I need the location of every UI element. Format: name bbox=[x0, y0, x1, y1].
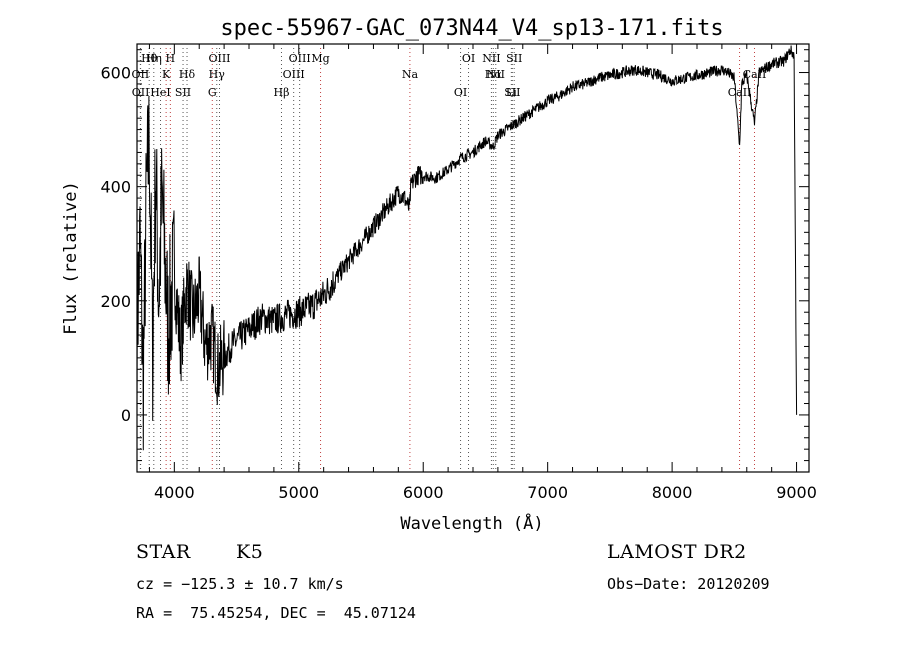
line-marker-label: HeI bbox=[150, 86, 170, 99]
line-marker-label: Hθ bbox=[141, 52, 158, 65]
line-marker-label: OI bbox=[462, 52, 475, 65]
plot-frame bbox=[136, 43, 810, 473]
line-marker-label: H bbox=[166, 52, 176, 65]
line-marker-label: OII bbox=[132, 86, 150, 99]
y-tick-label: 600 bbox=[100, 64, 131, 83]
object-type: STAR bbox=[136, 541, 191, 563]
line-marker-label: OIII bbox=[289, 52, 311, 65]
x-tick-label: 4000 bbox=[154, 483, 195, 502]
line-marker-label: Na bbox=[402, 68, 419, 81]
x-axis-ticks: 4000 5000 6000 7000 8000 9000 bbox=[148, 44, 817, 502]
redshift-line: cz = −125.3 ± 10.7 km/s bbox=[136, 575, 344, 593]
line-marker-label: G bbox=[208, 86, 217, 99]
line-marker-label: Li bbox=[506, 86, 517, 99]
line-marker-label: SII bbox=[506, 52, 522, 65]
line-marker-label: CaII bbox=[728, 86, 752, 99]
x-tick-label: 5000 bbox=[278, 483, 319, 502]
y-axis-ticks: 0 200 400 600 bbox=[100, 49, 809, 473]
line-marker-label-group: Hθ OII OII HηK HeI HHδ SII OIII Hγ G OIII OIII Hβ Mg N… bbox=[132, 52, 767, 99]
y-axis-label: Flux (relative) bbox=[61, 181, 81, 335]
line-marker-label: NII bbox=[482, 52, 500, 65]
line-marker-label: Hγ bbox=[209, 68, 226, 81]
object-subclass: K5 bbox=[236, 541, 264, 563]
survey-name: LAMOST DR2 bbox=[607, 541, 747, 563]
x-tick-label: 8000 bbox=[652, 483, 693, 502]
x-tick-label: 9000 bbox=[776, 483, 817, 502]
line-marker-label: OII bbox=[132, 68, 150, 81]
y-tick-label: 200 bbox=[100, 292, 131, 311]
line-marker-label: Hη bbox=[146, 52, 162, 65]
line-marker-label: OI bbox=[454, 86, 467, 99]
coordinates-line: RA = 75.45254, DEC = 45.07124 bbox=[136, 604, 416, 622]
line-marker-group bbox=[139, 48, 755, 472]
line-marker-label: NII bbox=[487, 68, 505, 81]
x-axis-label: Wavelength (Å) bbox=[400, 512, 543, 534]
line-marker-label: Hδ bbox=[179, 68, 196, 81]
line-marker-label: SII bbox=[175, 86, 191, 99]
y-tick-label: 400 bbox=[100, 178, 131, 197]
line-marker-label: Hβ bbox=[274, 86, 290, 99]
x-tick-label: 6000 bbox=[403, 483, 444, 502]
x-tick-label: 7000 bbox=[527, 483, 568, 502]
line-marker-label: Mg bbox=[311, 52, 329, 65]
obs-date-line: Obs−Date: 20120209 bbox=[607, 575, 770, 593]
chart-title: spec-55967-GAC_073N44_V4_sp13-171.fits bbox=[220, 16, 723, 41]
spectrum-line bbox=[136, 45, 798, 451]
line-marker-label: SII bbox=[504, 86, 520, 99]
line-marker-label: K bbox=[162, 68, 171, 81]
line-marker-label: OIII bbox=[208, 52, 230, 65]
y-tick-label: 0 bbox=[121, 406, 131, 425]
line-marker-label: OIII bbox=[283, 68, 305, 81]
line-marker-label: Hα bbox=[485, 68, 503, 81]
